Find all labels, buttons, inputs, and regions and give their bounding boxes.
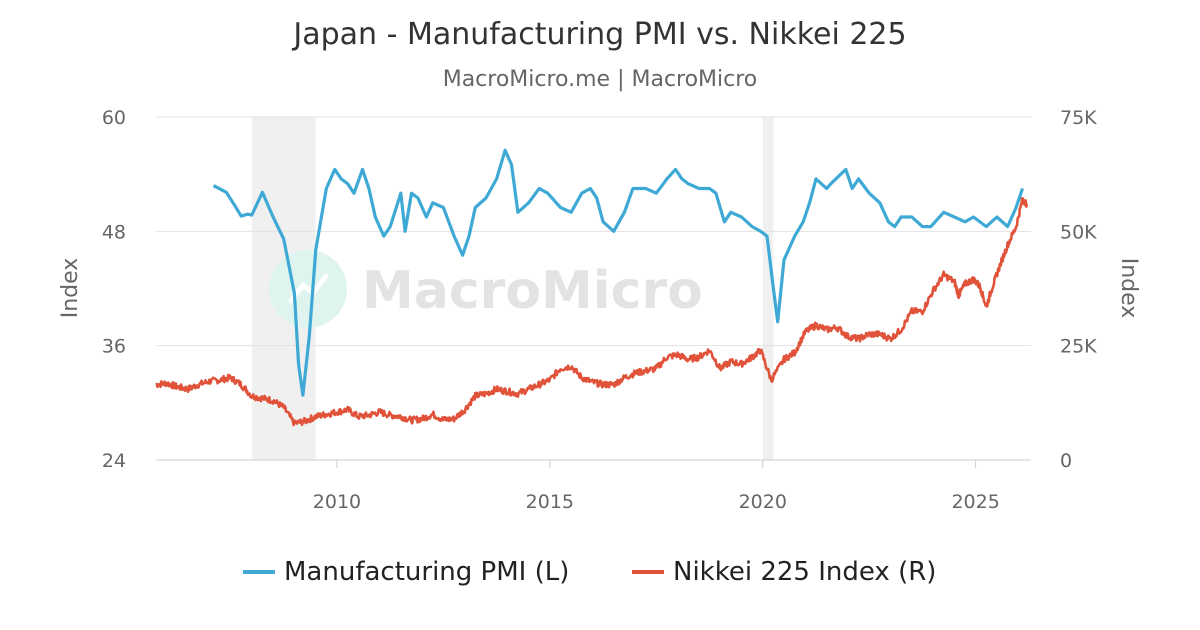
right-tick-label: 25K bbox=[1060, 336, 1097, 358]
x-tick-label: 2010 bbox=[313, 491, 361, 513]
watermark: MacroMicro bbox=[269, 250, 703, 328]
right-tick-label: 0 bbox=[1060, 450, 1072, 472]
right-tick-label: 50K bbox=[1060, 221, 1097, 243]
x-axis-ticks: 2010 2015 2020 2025 bbox=[313, 460, 1000, 513]
legend-label-pmi: Manufacturing PMI (L) bbox=[284, 557, 569, 587]
left-tick-label: 48 bbox=[102, 221, 126, 243]
x-tick-label: 2015 bbox=[526, 491, 574, 513]
legend: Manufacturing PMI (L) Nikkei 225 Index (… bbox=[243, 557, 936, 587]
series-line-nikkei bbox=[155, 197, 1028, 427]
recession-band-1 bbox=[762, 117, 774, 460]
left-tick-label: 36 bbox=[102, 336, 126, 358]
watermark-text: MacroMicro bbox=[362, 261, 703, 321]
series-line-pmi bbox=[212, 148, 1025, 397]
left-tick-label: 24 bbox=[102, 450, 126, 472]
series-lines bbox=[155, 148, 1028, 427]
right-axis-ticks: 0 25K 50K 75K bbox=[1060, 107, 1097, 472]
legend-item-nikkei[interactable]: Nikkei 225 Index (R) bbox=[632, 557, 936, 587]
watermark-logo-line bbox=[288, 273, 329, 304]
x-tick-label: 2025 bbox=[951, 491, 999, 513]
gridlines bbox=[156, 116, 1031, 347]
x-tick-label: 2020 bbox=[739, 491, 787, 513]
chart-title: Japan - Manufacturing PMI vs. Nikkei 225 bbox=[291, 17, 906, 52]
chart-subtitle: MacroMicro.me | MacroMicro bbox=[443, 67, 758, 92]
legend-label-nikkei: Nikkei 225 Index (R) bbox=[673, 557, 936, 587]
right-tick-label: 75K bbox=[1060, 107, 1097, 129]
left-tick-label: 60 bbox=[102, 107, 126, 129]
left-axis-title: Index bbox=[58, 258, 83, 319]
right-axis-title: Index bbox=[1116, 258, 1141, 319]
left-axis-ticks: 24 36 48 60 bbox=[102, 107, 126, 472]
legend-item-pmi[interactable]: Manufacturing PMI (L) bbox=[243, 557, 569, 587]
